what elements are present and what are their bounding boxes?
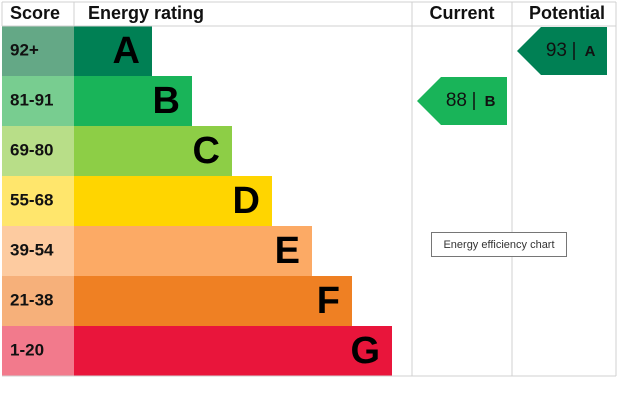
score-cell [2,226,74,276]
score-label: 69-80 [10,140,53,159]
score-label: 21-38 [10,290,53,309]
rating-bar [74,226,312,276]
score-header: Score [10,3,60,23]
rating-letter: A [113,30,140,72]
current-header: Current [429,3,494,23]
score-label: 55-68 [10,190,53,209]
score-label: 1-20 [10,340,44,359]
rating-header: Energy rating [88,3,204,23]
rating-letter: E [275,230,300,272]
rating-bar [74,326,392,376]
score-cell [2,276,74,326]
score-cell [2,176,74,226]
tooltip-text: Energy efficiency chart [443,239,554,251]
potential-arrow [517,27,607,75]
rating-bar [74,76,192,126]
score-cell [2,126,74,176]
current-arrow [417,77,507,125]
rating-letter: F [317,280,340,322]
current-rating: B [485,93,496,110]
potential-header: Potential [529,3,605,23]
score-cell [2,326,74,376]
potential-value: 93 [546,40,567,61]
tooltip-box [431,232,567,257]
rating-bar [74,276,352,326]
rating-bar [74,126,232,176]
rating-bar [74,26,152,76]
score-cell [2,26,74,76]
score-label: 81-91 [10,90,53,109]
rating-letter: C [193,130,220,172]
rating-letter: D [233,180,260,222]
potential-rating: A [585,43,596,60]
rating-letter: G [350,330,380,372]
score-label: 92+ [10,40,39,59]
score-label: 39-54 [10,240,54,259]
rating-bar [74,176,272,226]
rating-letter: B [153,80,180,122]
score-cell [2,76,74,126]
current-value: 88 [446,90,467,111]
